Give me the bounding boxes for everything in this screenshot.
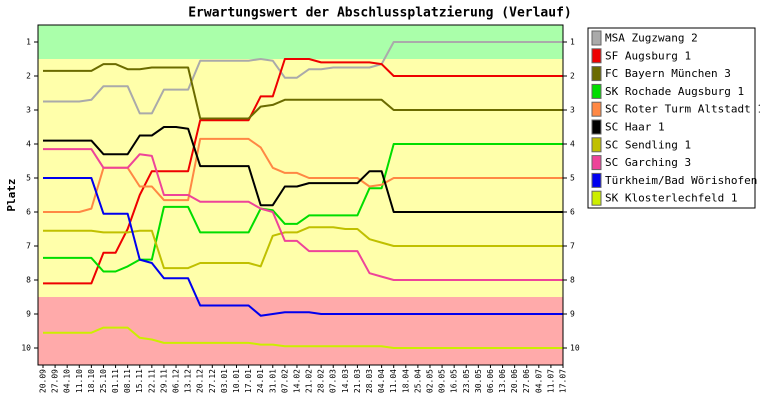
- series-line: [43, 137, 563, 213]
- x-tick-label: 17.01: [244, 369, 253, 393]
- series-line: [43, 143, 563, 273]
- y-axis-label: Platz: [5, 178, 18, 211]
- x-tick-label: 04.10: [63, 369, 72, 393]
- y2-tick-label: 2: [570, 72, 575, 81]
- y-tick-label: 9: [26, 310, 31, 319]
- y2-tick-label: 6: [570, 208, 575, 217]
- x-tick-label: 27.06: [522, 369, 531, 393]
- legend-swatch: [591, 137, 602, 153]
- series-line: [43, 226, 563, 270]
- y2-tick-label: 5: [570, 174, 575, 183]
- series-line: [43, 326, 563, 349]
- x-tick-label: 13.06: [498, 369, 507, 393]
- x-tick-label: 20.06: [510, 369, 519, 393]
- x-tick-label: 08.11: [123, 369, 132, 393]
- y-tick-label: 10: [21, 344, 31, 353]
- y2-tick-label: 8: [570, 276, 575, 285]
- x-tick-label: 27.12: [208, 369, 217, 393]
- y2-tick-label: 3: [570, 106, 575, 115]
- x-tick-label: 11.07: [546, 369, 555, 393]
- x-tick-label: 14.02: [292, 369, 301, 393]
- y2-tick-label: 1: [570, 38, 575, 47]
- y-tick-label: 7: [26, 242, 31, 251]
- legend-label: FC Bayern München 3: [605, 67, 731, 80]
- x-tick-label: 25.04: [413, 369, 422, 393]
- legend-swatch: [591, 119, 602, 135]
- y-tick-label: 3: [26, 106, 31, 115]
- x-tick-label: 29.11: [159, 369, 168, 393]
- x-tick-label: 11.04: [389, 369, 398, 393]
- x-tick-label: 22.11: [147, 369, 156, 393]
- x-tick-label: 04.07: [534, 369, 543, 393]
- x-tick-label: 30.05: [474, 369, 483, 393]
- plot-frame: [37, 24, 564, 366]
- series-line: [43, 148, 563, 281]
- x-tick-label: 13.12: [184, 369, 193, 393]
- legend-swatch: [591, 101, 602, 117]
- x-tick-label: 14.03: [341, 369, 350, 393]
- y2-tick-label: 4: [570, 140, 575, 149]
- x-tick-label: 06.06: [486, 369, 495, 393]
- x-tick-label: 09.05: [438, 369, 447, 393]
- x-tick-label: 17.07: [559, 369, 568, 393]
- x-tick-label: 04.04: [377, 369, 386, 393]
- x-tick-label: 01.11: [111, 369, 120, 393]
- chart-title: Erwartungswert der Abschlussplatzierung …: [188, 6, 572, 21]
- y-tick-label: 5: [26, 174, 31, 183]
- x-tick-label: 11.10: [75, 369, 84, 393]
- y2-tick-label: 7: [570, 242, 575, 251]
- y-tick-label: 2: [26, 72, 31, 81]
- legend-swatch: [591, 155, 602, 171]
- legend-label: SC Haar 1: [605, 121, 665, 134]
- x-tick-label: 20.12: [196, 369, 205, 393]
- series-line: [43, 126, 563, 213]
- x-tick-label: 20.09: [39, 369, 48, 393]
- x-tick-label: 25.10: [99, 369, 108, 393]
- x-tick-label: 07.03: [329, 369, 338, 393]
- legend-swatch: [591, 48, 602, 64]
- x-tick-label: 27.09: [51, 369, 60, 393]
- legend-label: MSA Zugzwang 2: [605, 32, 698, 45]
- x-tick-label: 10.01: [232, 369, 241, 393]
- x-tick-label: 16.05: [450, 369, 459, 393]
- legend-label: SC Roter Turm Altstadt 1: [605, 103, 760, 116]
- series-line: [43, 41, 563, 115]
- y2-tick-label: 9: [570, 310, 575, 319]
- legend-label: SK Rochade Augsburg 1: [605, 85, 744, 98]
- x-tick-label: 23.05: [462, 369, 471, 393]
- x-tick-label: 18.04: [401, 369, 410, 393]
- legend-swatch: [591, 190, 602, 206]
- x-tick-label: 21.03: [353, 369, 362, 393]
- x-tick-label: 18.10: [87, 369, 96, 393]
- legend-swatch: [591, 172, 602, 188]
- x-tick-label: 03.01: [220, 369, 229, 393]
- x-tick-label: 07.02: [280, 369, 289, 393]
- legend-label: SC Garching 3: [605, 156, 691, 169]
- legend-swatch: [591, 66, 602, 82]
- legend-label: SK Klosterlechfeld 1: [605, 192, 737, 205]
- series-line: [43, 177, 563, 317]
- x-tick-label: 28.02: [317, 369, 326, 393]
- x-tick-label: 28.03: [365, 369, 374, 393]
- x-tick-label: 15.11: [135, 369, 144, 393]
- y2-tick-label: 10: [570, 344, 580, 353]
- zone-band: [38, 297, 563, 365]
- series-line: [43, 63, 563, 120]
- x-tick-label: 31.01: [268, 369, 277, 393]
- x-tick-label: 24.01: [256, 369, 265, 393]
- legend-box: [587, 27, 756, 209]
- y-tick-label: 4: [26, 140, 31, 149]
- legend-swatch: [591, 83, 602, 99]
- y-tick-label: 8: [26, 276, 31, 285]
- x-tick-label: 02.05: [425, 369, 434, 393]
- y-tick-label: 6: [26, 208, 31, 217]
- y-tick-label: 1: [26, 38, 31, 47]
- x-tick-label: 06.12: [172, 369, 181, 393]
- x-tick-label: 21.02: [305, 369, 314, 393]
- legend-swatch: [591, 30, 602, 46]
- legend-label: Türkheim/Bad Wörishofen: [605, 174, 757, 187]
- legend-label: SC Sendling 1: [605, 138, 691, 151]
- legend-label: SF Augsburg 1: [605, 49, 691, 62]
